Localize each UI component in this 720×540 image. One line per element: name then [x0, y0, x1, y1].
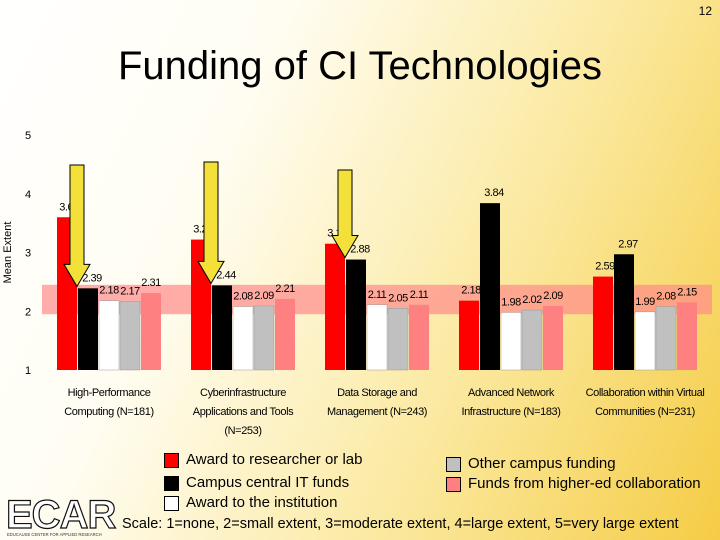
bar: [409, 304, 429, 370]
data-label: 2.15: [677, 286, 697, 298]
bar: [212, 285, 232, 370]
y-axis-label: Mean Extent: [2, 222, 14, 284]
y-tick-label: 2: [25, 306, 31, 318]
category-label: (N=253): [224, 425, 261, 437]
category-label: Management (N=243): [327, 406, 427, 418]
data-label: 2.88: [350, 244, 370, 256]
category-label: High-Performance: [68, 387, 151, 399]
data-label: 2.59: [595, 261, 615, 273]
data-label: 2.97: [618, 238, 638, 250]
data-label: 1.98: [501, 296, 521, 308]
bar: [98, 300, 120, 371]
legend-swatch-red: [164, 453, 179, 468]
y-tick-label: 3: [25, 248, 31, 260]
bar: [677, 302, 697, 370]
y-tick-label: 5: [25, 130, 31, 142]
category-label: Communities (N=231): [595, 406, 695, 418]
bar: [634, 311, 656, 371]
bar: [232, 306, 254, 371]
bar: [119, 301, 141, 371]
bar: [500, 312, 522, 371]
bar: [346, 259, 366, 370]
data-label: 3.84: [484, 187, 504, 199]
bar: [387, 308, 409, 371]
bar: [655, 306, 677, 371]
data-label: 2.18: [99, 285, 119, 297]
legend-label: Other campus funding: [468, 455, 616, 472]
data-label: 2.21: [275, 283, 295, 295]
data-label: 2.17: [120, 285, 140, 297]
ecar-logo: ECAR EDUCAUSE CENTER FOR APPLIED RESEARC…: [5, 494, 118, 538]
bar: [459, 300, 479, 370]
svg-text:ECAR: ECAR: [6, 494, 116, 537]
bar: [253, 305, 275, 371]
bar: [480, 203, 500, 370]
bar: [614, 254, 634, 370]
svg-text:EDUCAUSE CENTER FOR APPLIED RE: EDUCAUSE CENTER FOR APPLIED RESEARCH: [7, 532, 102, 537]
data-label: 1.99: [635, 296, 655, 308]
category-label: Data Storage and: [337, 387, 417, 399]
data-label: 2.05: [388, 292, 408, 304]
data-label: 2.18: [461, 285, 481, 297]
y-tick-label: 4: [25, 189, 31, 201]
legend-swatch-black: [164, 476, 179, 491]
category-label: Infrastructure (N=183): [461, 406, 560, 418]
category-label: Advanced Network: [468, 387, 555, 399]
category-label: Applications and Tools: [193, 406, 294, 418]
data-label: 2.31: [141, 277, 161, 289]
bar: [366, 304, 388, 371]
data-label: 2.09: [543, 290, 563, 302]
data-label: 2.44: [216, 269, 236, 281]
category-label: Collaboration within Virtual: [586, 387, 705, 399]
legend-label: Funds from higher-ed collaboration: [468, 475, 701, 492]
slide-title: Funding of CI Technologies: [117, 44, 603, 88]
legend-label: Campus central IT funds: [186, 474, 350, 491]
bar: [78, 288, 98, 370]
down-arrow-icon: [197, 161, 225, 285]
y-tick-label: 1: [25, 365, 31, 377]
bar: [141, 293, 161, 370]
data-label: 2.08: [233, 291, 253, 303]
scale-note: Scale: 1=none, 2=small extent, 3=moderat…: [122, 516, 679, 532]
legend-swatch-white: [164, 496, 179, 511]
data-label: 2.02: [522, 294, 542, 306]
data-label: 2.09: [254, 290, 274, 302]
legend-swatch-pink: [446, 477, 461, 492]
bar: [275, 298, 295, 370]
data-label: 2.39: [82, 272, 102, 284]
bar: [543, 305, 563, 370]
slide-number: 12: [698, 4, 712, 18]
bar: [325, 243, 345, 370]
legend-label: Award to researcher or lab: [186, 451, 363, 468]
down-arrow-icon: [63, 164, 91, 288]
down-arrow-icon: [331, 169, 359, 259]
category-label: Computing (N=181): [64, 406, 154, 418]
data-label: 2.08: [656, 291, 676, 303]
category-label: Cyberinfrastructure: [200, 387, 286, 399]
bar: [593, 276, 613, 370]
legend-label: Award to the institution: [186, 494, 338, 511]
data-label: 2.11: [410, 289, 429, 301]
legend-swatch-gray: [446, 457, 461, 472]
data-label: 2.11: [368, 289, 387, 301]
bar: [521, 309, 543, 371]
